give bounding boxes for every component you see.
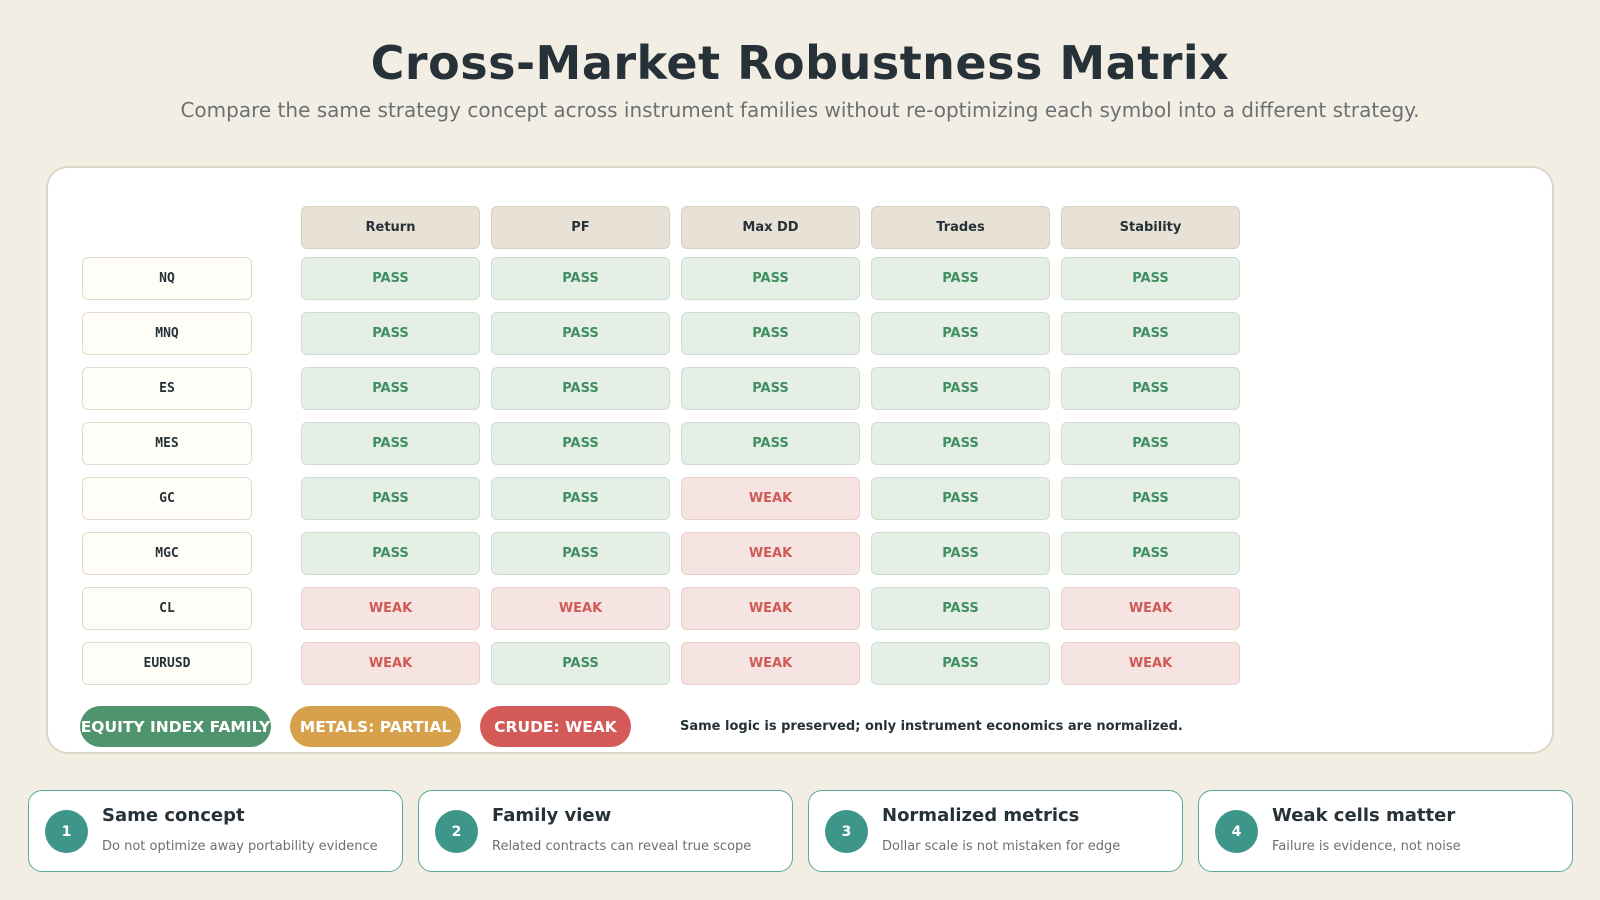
status-cell: PASS <box>1061 312 1240 355</box>
symbol-label: EURUSD <box>82 642 252 685</box>
matrix-row: NQ PASS PASS PASS PASS PASS <box>82 257 1251 300</box>
legend: EQUITY INDEX FAMILY METALS: PARTIAL CRUD… <box>80 706 1183 747</box>
legend-pill-crude: CRUDE: WEAK <box>480 706 631 747</box>
card-description: Dollar scale is not mistaken for edge <box>882 839 1121 854</box>
card-title: Normalized metrics <box>882 805 1080 826</box>
column-header: PF <box>491 206 670 249</box>
principle-card: 3 Normalized metrics Dollar scale is not… <box>808 790 1183 872</box>
symbol-label: MES <box>82 422 252 465</box>
symbol-label: MGC <box>82 532 252 575</box>
status-cell: PASS <box>871 642 1050 685</box>
card-description: Related contracts can reveal true scope <box>492 839 752 854</box>
principle-card: 2 Family view Related contracts can reve… <box>418 790 793 872</box>
matrix-row: CL WEAK WEAK WEAK PASS WEAK <box>82 587 1251 630</box>
matrix-row: MNQ PASS PASS PASS PASS PASS <box>82 312 1251 355</box>
status-cell: WEAK <box>1061 642 1240 685</box>
status-cell: PASS <box>301 532 480 575</box>
status-cell: PASS <box>681 422 860 465</box>
status-cell: WEAK <box>1061 587 1240 630</box>
status-cell: PASS <box>1061 532 1240 575</box>
status-cell: PASS <box>1061 477 1240 520</box>
step-number-badge: 3 <box>825 810 868 853</box>
column-header: Stability <box>1061 206 1240 249</box>
column-header: Max DD <box>681 206 860 249</box>
card-title: Weak cells matter <box>1272 805 1456 826</box>
symbol-label: CL <box>82 587 252 630</box>
status-cell: PASS <box>491 532 670 575</box>
legend-pill-equity: EQUITY INDEX FAMILY <box>80 706 271 747</box>
status-cell: WEAK <box>681 477 860 520</box>
matrix-row: MES PASS PASS PASS PASS PASS <box>82 422 1251 465</box>
status-cell: PASS <box>1061 422 1240 465</box>
principle-card: 1 Same concept Do not optimize away port… <box>28 790 403 872</box>
status-cell: PASS <box>301 367 480 410</box>
symbol-label: NQ <box>82 257 252 300</box>
card-title: Family view <box>492 805 612 826</box>
symbol-label: GC <box>82 477 252 520</box>
robustness-matrix: Return PF Max DD Trades Stability NQ PASS PASS… <box>82 206 1251 697</box>
status-cell: PASS <box>491 477 670 520</box>
status-cell: PASS <box>681 367 860 410</box>
status-cell: PASS <box>301 477 480 520</box>
status-cell: PASS <box>871 532 1050 575</box>
column-header: Trades <box>871 206 1050 249</box>
status-cell: PASS <box>491 642 670 685</box>
status-cell: PASS <box>491 367 670 410</box>
matrix-row: EURUSD WEAK PASS WEAK PASS WEAK <box>82 642 1251 685</box>
step-number-badge: 2 <box>435 810 478 853</box>
matrix-corner <box>82 206 252 249</box>
legend-pill-metals: METALS: PARTIAL <box>290 706 461 747</box>
matrix-header-row: Return PF Max DD Trades Stability <box>82 206 1251 249</box>
status-cell: PASS <box>681 312 860 355</box>
column-header: Return <box>301 206 480 249</box>
status-cell: WEAK <box>681 642 860 685</box>
card-title: Same concept <box>102 805 245 826</box>
legend-note: Same logic is preserved; only instrument… <box>680 719 1183 734</box>
status-cell: PASS <box>301 422 480 465</box>
matrix-row: ES PASS PASS PASS PASS PASS <box>82 367 1251 410</box>
status-cell: PASS <box>871 257 1050 300</box>
principle-cards: 1 Same concept Do not optimize away port… <box>28 790 1573 872</box>
card-description: Failure is evidence, not noise <box>1272 839 1461 854</box>
status-cell: PASS <box>1061 367 1240 410</box>
step-number-badge: 4 <box>1215 810 1258 853</box>
status-cell: PASS <box>871 367 1050 410</box>
card-description: Do not optimize away portability evidenc… <box>102 839 378 854</box>
status-cell: PASS <box>871 477 1050 520</box>
principle-card: 4 Weak cells matter Failure is evidence,… <box>1198 790 1573 872</box>
status-cell: WEAK <box>491 587 670 630</box>
status-cell: PASS <box>301 257 480 300</box>
page-title: Cross-Market Robustness Matrix <box>370 36 1230 90</box>
status-cell: WEAK <box>681 587 860 630</box>
symbol-label: ES <box>82 367 252 410</box>
status-cell: PASS <box>681 257 860 300</box>
status-cell: PASS <box>871 587 1050 630</box>
status-cell: PASS <box>871 312 1050 355</box>
symbol-label: MNQ <box>82 312 252 355</box>
status-cell: WEAK <box>681 532 860 575</box>
status-cell: PASS <box>301 312 480 355</box>
matrix-panel: Return PF Max DD Trades Stability NQ PASS PASS… <box>46 166 1554 754</box>
step-number-badge: 1 <box>45 810 88 853</box>
status-cell: PASS <box>871 422 1050 465</box>
status-cell: PASS <box>491 422 670 465</box>
status-cell: PASS <box>491 257 670 300</box>
status-cell: PASS <box>1061 257 1240 300</box>
matrix-row: MGC PASS PASS WEAK PASS PASS <box>82 532 1251 575</box>
status-cell: PASS <box>491 312 670 355</box>
matrix-row: GC PASS PASS WEAK PASS PASS <box>82 477 1251 520</box>
page-subtitle: Compare the same strategy concept across… <box>180 98 1420 122</box>
status-cell: WEAK <box>301 642 480 685</box>
status-cell: WEAK <box>301 587 480 630</box>
